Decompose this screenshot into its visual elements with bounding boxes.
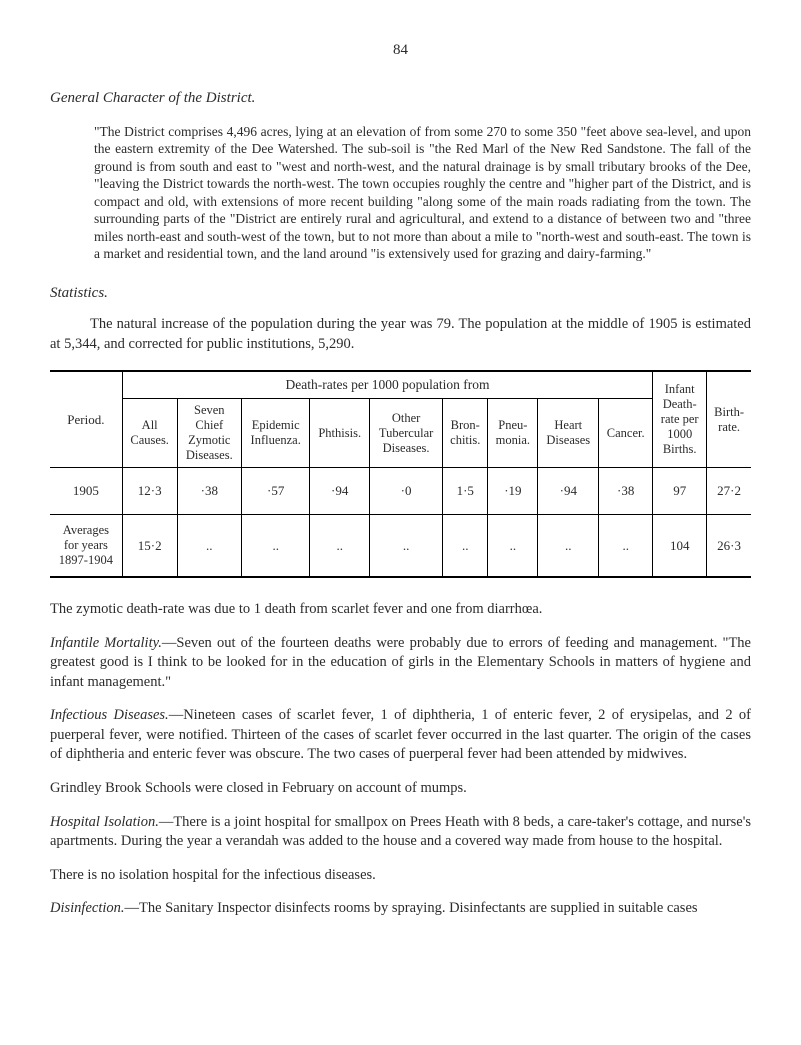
stat-intro-text: The natural increase of the population d… xyxy=(50,316,751,352)
p6-text: There is no isolation hospital for the i… xyxy=(50,867,376,883)
row-heart: ·94 xyxy=(538,468,599,515)
col-birth: Birth- rate. xyxy=(707,371,751,468)
row-bron: 1·5 xyxy=(443,468,488,515)
row-cancer-avg: .. xyxy=(599,515,653,578)
p7-text: —The Sanitary Inspector disinfects rooms… xyxy=(125,900,698,916)
row-epi-avg: .. xyxy=(242,515,310,578)
col-other-tub: Other Tubercular Diseases. xyxy=(370,399,443,468)
row-cancer: ·38 xyxy=(599,468,653,515)
col-bronchitis: Bron- chitis. xyxy=(443,399,488,468)
row-phth: ·94 xyxy=(310,468,370,515)
infantile-para: Infantile Mortality.—Seven out of the fo… xyxy=(50,634,751,693)
row-birth-avg: 26·3 xyxy=(707,515,751,578)
section-heading: General Character of the District. xyxy=(50,88,751,108)
grindley-para: Grindley Brook Schools were closed in Fe… xyxy=(50,779,751,799)
row-pneu: ·19 xyxy=(488,468,538,515)
row-bron-avg: .. xyxy=(443,515,488,578)
row-period: 1905 xyxy=(50,468,122,515)
row-infant: 97 xyxy=(653,468,707,515)
statistics-intro: The natural increase of the population d… xyxy=(50,315,751,354)
statistics-heading: Statistics. xyxy=(50,283,751,303)
death-rate-table: Period. Death-rates per 1000 population … xyxy=(50,370,751,578)
col-pneumonia: Pneu- monia. xyxy=(488,399,538,468)
p7-lead: Disinfection. xyxy=(50,900,125,916)
isolation-para: There is no isolation hospital for the i… xyxy=(50,866,751,886)
page-number: 84 xyxy=(50,40,751,60)
row-period-avg: Averages for years 1897-1904 xyxy=(50,515,122,578)
row-phth-avg: .. xyxy=(310,515,370,578)
infectious-para: Infectious Diseases.—Nineteen cases of s… xyxy=(50,706,751,765)
col-all: All Causes. xyxy=(122,399,177,468)
district-description: "The District comprises 4,496 acres, lyi… xyxy=(94,123,751,263)
p5-lead: Hospital Isolation. xyxy=(50,814,159,830)
p4-text: Grindley Brook Schools were closed in Fe… xyxy=(50,780,467,796)
row-all-avg: 15·2 xyxy=(122,515,177,578)
death-rates-title: Death-rates per 1000 population from xyxy=(122,371,652,399)
row-epi: ·57 xyxy=(242,468,310,515)
row-all: 12·3 xyxy=(122,468,177,515)
col-infant: Infant Death- rate per 1000 Births. xyxy=(653,371,707,468)
row-pneu-avg: .. xyxy=(488,515,538,578)
p1-text: The zymotic death-rate was due to 1 deat… xyxy=(50,601,542,617)
row-heart-avg: .. xyxy=(538,515,599,578)
row-seven: ·38 xyxy=(177,468,241,515)
col-seven: Seven Chief Zymotic Diseases. xyxy=(177,399,241,468)
row-seven-avg: .. xyxy=(177,515,241,578)
disinfection-para: Disinfection.—The Sanitary Inspector dis… xyxy=(50,899,751,919)
p2-lead: Infantile Mortality. xyxy=(50,635,162,651)
col-phthisis: Phthisis. xyxy=(310,399,370,468)
row-other-avg: .. xyxy=(370,515,443,578)
col-cancer: Cancer. xyxy=(599,399,653,468)
col-heart: Heart Diseases xyxy=(538,399,599,468)
row-infant-avg: 104 xyxy=(653,515,707,578)
p3-lead: Infectious Diseases. xyxy=(50,707,169,723)
hospital-para: Hospital Isolation.—There is a joint hos… xyxy=(50,813,751,852)
zymotic-para: The zymotic death-rate was due to 1 deat… xyxy=(50,600,751,620)
col-epidemic: Epidemic Influenza. xyxy=(242,399,310,468)
row-other: ·0 xyxy=(370,468,443,515)
row-birth: 27·2 xyxy=(707,468,751,515)
col-period: Period. xyxy=(50,371,122,468)
